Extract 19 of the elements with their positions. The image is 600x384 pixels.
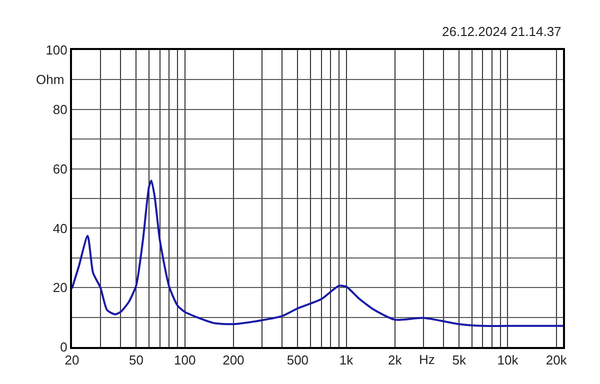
x-tick-label: 50 xyxy=(129,352,144,368)
x-tick-label: 20k xyxy=(546,352,568,368)
y-tick-label: 100 xyxy=(46,42,68,58)
x-tick-label: 2k xyxy=(388,352,402,368)
x-tick-label: 500 xyxy=(286,352,309,368)
text: 26.12.2024 21.14.37 xyxy=(442,24,562,39)
x-tick-label: 100 xyxy=(174,352,196,368)
x-tick-label: 200 xyxy=(222,352,244,368)
y-tick-label: 0 xyxy=(60,340,68,355)
y-tick-label: 20 xyxy=(52,280,68,296)
y-tick-label: 40 xyxy=(52,220,68,236)
y-axis-title: Ohm xyxy=(36,72,64,87)
y-tick-label: 60 xyxy=(52,161,68,176)
x-tick-label: 10k xyxy=(497,352,519,368)
y-tick-label: 80 xyxy=(52,102,68,117)
x-tick-label: 1k xyxy=(339,352,354,368)
x-tick-label: 20 xyxy=(64,352,80,368)
x-tick-label: 5k xyxy=(452,352,466,368)
x-axis-title: Hz xyxy=(419,352,435,367)
